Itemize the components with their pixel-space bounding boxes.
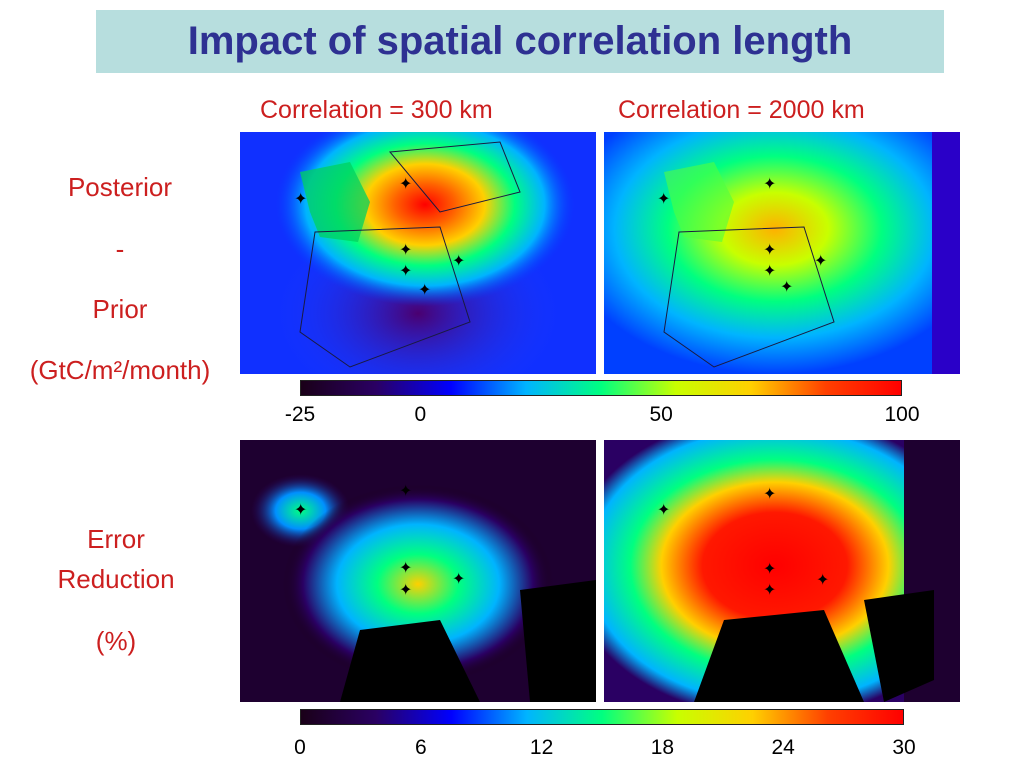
map-posterior-prior-300km (240, 132, 596, 374)
star-marker-icon: ✦ (763, 486, 777, 503)
star-marker-icon: ✦ (294, 502, 308, 519)
star-marker-icon: ✦ (294, 191, 308, 208)
colorbar-tick-label: 6 (414, 736, 427, 759)
star-marker-icon: ✦ (814, 253, 828, 270)
colorbar-tick-label: 100 (884, 403, 920, 426)
star-marker-icon: ✦ (780, 279, 794, 296)
star-marker-icon: ✦ (763, 582, 777, 599)
star-marker-icon: ✦ (657, 191, 671, 208)
row-label-line: Prior (92, 294, 148, 324)
page-title: Impact of spatial correlation length (187, 19, 853, 63)
star-marker-icon: ✦ (399, 263, 413, 280)
star-marker-icon: ✦ (763, 561, 777, 578)
row-label-line: (GtC/m²/month) (29, 355, 211, 385)
colorbar-tick-label: -25 (284, 403, 316, 426)
star-marker-icon: ✦ (657, 502, 671, 519)
star-marker-icon: ✦ (452, 571, 466, 588)
row-label-line: Reduction (57, 564, 175, 594)
star-marker-icon: ✦ (418, 282, 432, 299)
row-label-line: - (115, 234, 125, 264)
map-error-reduction-2000km (604, 440, 960, 702)
colorbar-tick-label: 30 (892, 736, 916, 759)
colorbar-tick-label: 50 (649, 403, 673, 426)
title-banner: Impact of spatial correlation length (96, 10, 944, 73)
row-label-line: Error (87, 524, 145, 554)
star-marker-icon: ✦ (399, 242, 413, 259)
star-marker-icon: ✦ (763, 242, 777, 259)
column-header-300km: Correlation = 300 km (260, 96, 493, 124)
row-label-line: (%) (95, 626, 137, 656)
row-label-line: Posterior (67, 172, 173, 202)
map-posterior-prior-2000km (604, 132, 960, 374)
column-header-2000km: Correlation = 2000 km (618, 96, 865, 124)
star-marker-icon: ✦ (399, 582, 413, 599)
star-marker-icon: ✦ (763, 263, 777, 280)
colorbar-tick-label: 12 (529, 736, 554, 759)
colorbar-posterior-prior (300, 380, 902, 396)
star-marker-icon: ✦ (452, 253, 466, 270)
star-marker-icon: ✦ (816, 572, 830, 589)
colorbar-error-reduction (300, 709, 904, 725)
colorbar-tick-label: 24 (771, 736, 795, 759)
star-marker-icon: ✦ (399, 176, 413, 193)
star-marker-icon: ✦ (399, 560, 413, 577)
colorbar-tick-label: 0 (294, 736, 306, 759)
colorbar-tick-label: 18 (650, 736, 675, 759)
star-marker-icon: ✦ (763, 176, 777, 193)
colorbar-tick-label: 0 (414, 403, 427, 426)
star-marker-icon: ✦ (399, 483, 413, 500)
map-error-reduction-300km (240, 440, 596, 702)
